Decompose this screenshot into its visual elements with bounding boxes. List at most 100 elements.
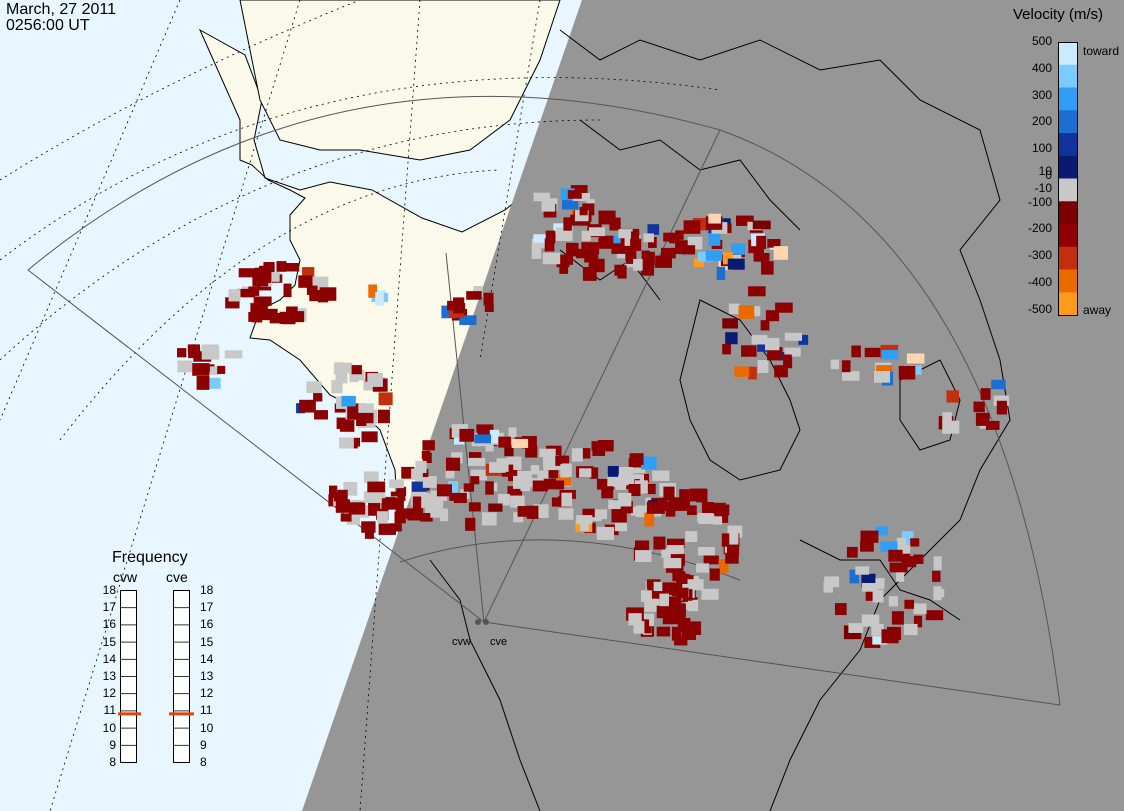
scatter-cell: [667, 545, 684, 554]
scatter-cell: [679, 489, 690, 499]
scatter-cell: [201, 346, 220, 360]
scatter-cell: [513, 475, 528, 489]
frequency-scale-label: 16: [200, 617, 214, 632]
scatter-cell: [757, 341, 768, 352]
scatter-cell: [358, 403, 374, 413]
scatter-cell: [411, 468, 423, 480]
scatter-cell: [904, 599, 915, 609]
scatter-cell: [676, 587, 689, 599]
scatter-cell: [687, 505, 697, 516]
scatter-cell: [925, 610, 944, 621]
scatter-cell: [653, 581, 663, 592]
scatter-cell: [728, 303, 740, 315]
scatter-cell: [533, 234, 551, 243]
scatter-cell: [449, 491, 458, 501]
scatter-cell: [335, 371, 348, 384]
scatter-cell: [396, 508, 410, 519]
scatter-cell: [641, 456, 657, 470]
scatter-cell: [375, 292, 384, 306]
frequency-scale-label: 10: [102, 720, 116, 735]
scatter-cell: [729, 532, 739, 545]
scatter-cell: [446, 457, 461, 471]
scatter-cell: [463, 483, 475, 492]
scatter-cell: [946, 390, 959, 403]
scatter-cell: [283, 283, 292, 298]
scatter-cell: [629, 453, 644, 466]
scatter-cell: [504, 445, 514, 457]
scatter-cell: [872, 590, 884, 603]
colorbar-tick-label: 100: [1031, 141, 1052, 155]
scatter-cell: [329, 485, 338, 499]
scatter-cell: [367, 481, 386, 493]
colorbar-segment: [1058, 269, 1078, 293]
colorbar-segment: [1058, 224, 1078, 248]
scatter-cell: [993, 395, 1010, 406]
scatter-cell: [896, 537, 906, 552]
scatter-cell: [722, 318, 738, 329]
scatter-cell: [630, 238, 642, 251]
scatter-cell: [723, 252, 733, 265]
scatter-cell: [513, 456, 522, 470]
scatter-cell: [644, 512, 655, 527]
scatter-cell: [687, 579, 704, 591]
scatter-cell: [991, 379, 1006, 390]
scatter-cell: [453, 300, 464, 314]
scatter-cell: [660, 582, 676, 596]
scatter-cell: [248, 312, 259, 322]
scatter-cell: [860, 530, 879, 543]
scatter-cell: [530, 465, 540, 475]
timestamp-date: March, 27 2011: [6, 1, 116, 18]
scatter-cell: [888, 549, 903, 562]
scatter-cell: [453, 492, 467, 504]
scatter-cell: [778, 352, 788, 361]
scatter-cell: [589, 467, 599, 479]
scatter-cell: [712, 516, 723, 525]
scatter-cell: [177, 360, 193, 373]
scatter-cell: [331, 380, 343, 394]
scatter-cell: [697, 251, 714, 262]
scatter-cell: [548, 470, 559, 479]
scatter-cell: [875, 526, 888, 536]
scatter-cell: [663, 232, 674, 242]
scatter-cell: [671, 603, 686, 617]
scatter-cell: [543, 455, 560, 468]
scatter-cell: [731, 243, 745, 255]
scatter-cell: [851, 345, 861, 358]
scatter-cell: [470, 476, 480, 485]
scatter-cell: [767, 239, 781, 248]
scatter-cell: [570, 185, 588, 196]
scatter-cell: [571, 448, 583, 462]
scatter-cell: [563, 217, 572, 231]
colorbar-segment: [1058, 201, 1078, 225]
frequency-scale-label: 12: [102, 686, 116, 701]
frequency-scale-label: 18: [200, 583, 214, 597]
frequency-scale-label: 15: [200, 634, 214, 649]
scatter-cell: [913, 615, 923, 628]
scatter-cell: [848, 623, 864, 633]
scatter-cell: [871, 623, 884, 636]
scatter-cell: [835, 603, 847, 616]
scatter-cell: [306, 381, 322, 393]
scatter-cell: [635, 505, 651, 518]
scatter-cell: [485, 440, 494, 452]
scatter-cell: [618, 474, 635, 486]
scatter-cell: [539, 448, 556, 458]
scatter-cell: [645, 251, 655, 265]
scatter-cell: [933, 556, 942, 570]
scatter-cell: [860, 540, 874, 552]
scatter-cell: [842, 371, 860, 381]
scatter-cell: [643, 233, 654, 243]
scatter-cell: [217, 365, 226, 374]
scatter-cell: [561, 492, 573, 507]
scatter-cell: [748, 286, 766, 297]
scatter-cell: [556, 227, 573, 241]
scatter-cell: [596, 478, 614, 490]
colorbar-tick-label: 200: [1031, 114, 1052, 128]
scatter-cell: [861, 614, 880, 627]
scatter-cell: [888, 596, 899, 607]
scatter-cell: [253, 296, 272, 306]
scatter-cell: [611, 243, 627, 254]
scatter-cell: [541, 201, 556, 212]
scatter-cell: [378, 392, 393, 406]
scatter-cell: [510, 495, 525, 508]
